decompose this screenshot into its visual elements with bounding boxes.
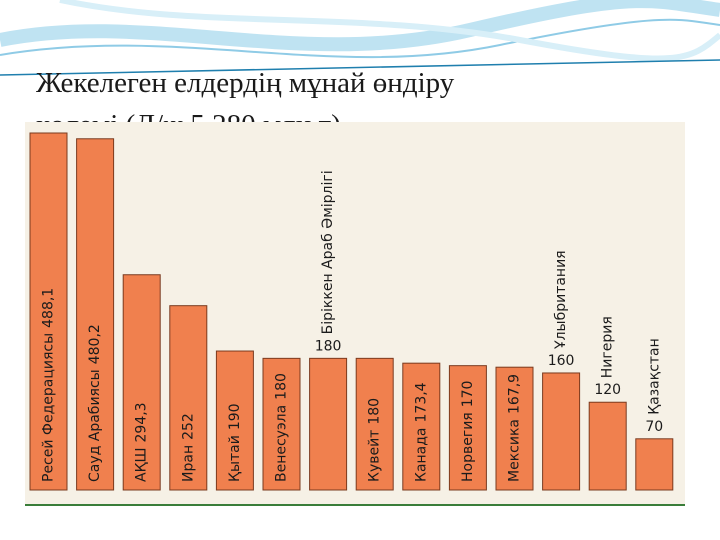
category-label: Кувейт bbox=[367, 430, 383, 482]
category-label: Канада bbox=[413, 427, 429, 482]
bar bbox=[448, 365, 487, 491]
bar bbox=[542, 372, 581, 491]
value-label: 180 bbox=[274, 373, 290, 400]
category-label: Біріккен Араб Әмірлігі bbox=[320, 170, 336, 334]
value-label: 70 bbox=[645, 419, 663, 435]
bar bbox=[122, 274, 161, 491]
category-label: Норвегия bbox=[460, 412, 476, 482]
category-label: Ұлыбритания bbox=[553, 250, 569, 350]
value-label: 180 bbox=[367, 398, 383, 425]
value-label: 180 bbox=[315, 338, 342, 354]
rule bbox=[0, 59, 720, 76]
category-label: Ресей Федерациясы bbox=[41, 333, 57, 482]
decoration bbox=[0, 0, 720, 76]
bar bbox=[495, 366, 534, 491]
category-label: Қазақстан bbox=[646, 338, 662, 415]
bar-label: Сауд Арабиясы 480,2 bbox=[87, 324, 103, 482]
value-label: 480,2 bbox=[87, 324, 103, 364]
swirl bbox=[0, 18, 720, 59]
bar bbox=[169, 305, 208, 491]
category-label: Венесуэла bbox=[274, 405, 290, 482]
category-label: Қытай bbox=[227, 435, 243, 482]
value-label: 190 bbox=[227, 403, 243, 430]
swirl bbox=[0, 0, 720, 52]
bar bbox=[76, 138, 115, 491]
value-label: 167,9 bbox=[507, 374, 523, 414]
category-label: Иран bbox=[180, 445, 196, 482]
bar bbox=[309, 357, 348, 491]
bar bbox=[402, 362, 441, 491]
value-label: 173,4 bbox=[413, 382, 429, 422]
category-label: Мексика bbox=[507, 419, 523, 482]
category-label: Нигерия bbox=[600, 316, 616, 378]
chart-title: Жекелеген елдердің мұнай өндіру bbox=[36, 67, 455, 99]
bar-label: Иран 252 bbox=[180, 413, 196, 482]
bar bbox=[588, 401, 627, 491]
value-label: 120 bbox=[594, 382, 621, 398]
bar bbox=[355, 357, 394, 491]
bars: Ресей Федерациясы 488,1 Сауд Арабиясы 480,2… bbox=[29, 132, 674, 491]
value-label: 170 bbox=[460, 381, 476, 408]
bar-label: Ресей Федерациясы 488,1 bbox=[41, 288, 57, 482]
bar bbox=[215, 350, 254, 491]
bar bbox=[29, 132, 68, 491]
bar bbox=[262, 357, 301, 491]
bar-label: Канада 173,4 bbox=[413, 382, 429, 482]
value-label: 488,1 bbox=[41, 288, 57, 328]
bar-label: Венесуэла 180 bbox=[274, 373, 290, 482]
category-label: АҚШ bbox=[134, 448, 150, 483]
bar-label: Норвегия 170 bbox=[460, 381, 476, 482]
value-label: 252 bbox=[180, 413, 196, 440]
category-label: Сауд Арабиясы bbox=[87, 369, 103, 482]
value-label: 160 bbox=[548, 353, 575, 369]
bar-label: Қытай 190 bbox=[227, 403, 243, 482]
bar-label: АҚШ 294,3 bbox=[134, 402, 150, 482]
bar-label: Мексика 167,9 bbox=[507, 374, 523, 482]
bar-label: Кувейт 180 bbox=[367, 398, 383, 482]
bar bbox=[635, 438, 674, 491]
value-label: 294,3 bbox=[134, 402, 150, 442]
swirl bbox=[59, 0, 720, 62]
